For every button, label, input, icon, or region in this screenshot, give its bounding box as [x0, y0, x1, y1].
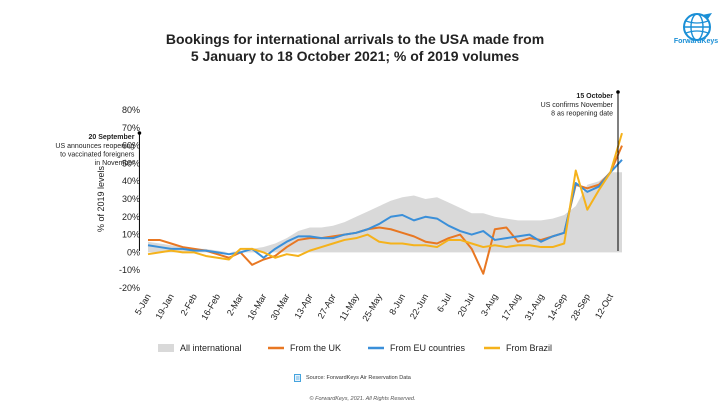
x-tick-label: 16-Feb — [199, 292, 222, 322]
series-area-all-international — [148, 172, 622, 253]
y-tick-label: 30% — [122, 194, 140, 204]
x-tick-label: 17-Aug — [500, 292, 523, 322]
annotation-text: US confirms November — [541, 102, 614, 109]
annotation-text: 8 as reopening date — [551, 111, 613, 118]
annotation-text: to vaccinated foreigners — [60, 152, 135, 159]
x-tick-label: 8-Jun — [387, 292, 407, 316]
x-tick-label: 11-May — [337, 292, 361, 323]
annotation-dot — [137, 131, 142, 135]
x-tick-label: 13-Apr — [292, 292, 314, 320]
forwardkeys-globe-icon — [683, 13, 712, 41]
x-tick-label: 5-Jan — [133, 292, 153, 316]
y-tick-label: 60% — [122, 141, 140, 151]
annotation-title: 20 September — [89, 134, 135, 141]
y-tick-label: 0% — [127, 247, 140, 257]
legend-label: From EU countries — [390, 343, 466, 353]
y-tick-label: 80% — [122, 105, 140, 115]
y-tick-label: -20% — [119, 283, 140, 293]
x-tick-label: 6-Jul — [435, 292, 453, 314]
x-tick-label: 25-May — [360, 292, 384, 323]
x-tick-label: 2-Mar — [225, 292, 245, 317]
series-line-from-eu-countries — [147, 159, 623, 259]
x-tick-label: 28-Sep — [569, 292, 592, 322]
brand-name: ForwardKeys — [673, 38, 719, 45]
chart-title: Bookings for international arrivals to t… — [120, 31, 590, 65]
annotation-title: 15 October — [576, 93, 613, 100]
y-tick-label: 10% — [122, 230, 140, 240]
series-line-from-brazil — [147, 132, 623, 261]
x-tick-label: 20-Jul — [456, 292, 477, 318]
annotation-text: in November — [95, 160, 135, 167]
x-tick-label: 14-Sep — [546, 292, 569, 322]
annotation-dot — [616, 90, 620, 94]
source-document-icon — [294, 374, 301, 382]
source-note: Source: ForwardKeys Air Reservation Data — [306, 375, 411, 381]
y-tick-label: 50% — [122, 158, 140, 168]
x-tick-label: 19-Jan — [153, 292, 175, 321]
legend-label: From Brazil — [506, 343, 552, 353]
annotation-text: US announces reopening — [55, 143, 134, 150]
series-line-from-the-uk — [148, 145, 623, 275]
legend-label: From the UK — [290, 343, 341, 353]
x-tick-label: 2-Feb — [179, 292, 199, 317]
x-tick-label: 3-Aug — [479, 292, 500, 318]
y-tick-label: 40% — [122, 176, 140, 186]
title-line-1: Bookings for international arrivals to t… — [165, 31, 545, 47]
x-tick-label: 30-Mar — [269, 292, 292, 322]
x-tick-label: 31-Aug — [523, 292, 546, 322]
legend-swatch — [158, 344, 174, 352]
x-tick-label: 16-Mar — [245, 292, 268, 322]
x-tick-label: 27-Apr — [316, 292, 338, 320]
y-axis-label: % of 2019 levels — [96, 165, 106, 232]
title-line-2: 5 January to 18 October 2021; % of 2019 … — [190, 48, 520, 64]
x-tick-label: 12-Oct — [593, 292, 615, 321]
copyright: © ForwardKeys, 2021. All Rights Reserved… — [309, 396, 416, 402]
y-tick-label: -10% — [119, 265, 140, 275]
x-tick-label: 22-Jun — [408, 292, 430, 321]
y-tick-label: 20% — [122, 212, 140, 222]
legend-label: All international — [180, 343, 242, 353]
y-tick-label: 70% — [122, 123, 140, 133]
